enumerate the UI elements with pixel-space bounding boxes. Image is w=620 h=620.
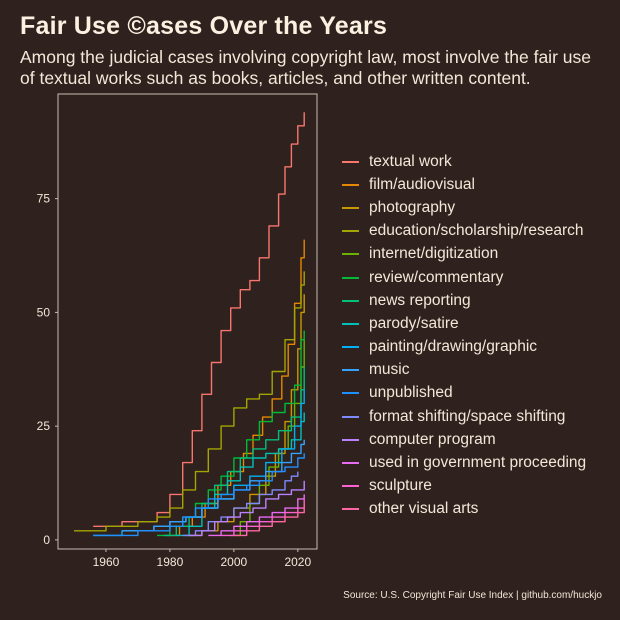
legend-key-swatch (342, 160, 359, 163)
series-lines (74, 112, 305, 537)
series-line-education-scholarship-research (74, 271, 305, 532)
legend: textual work film/audiovisual photography e… (342, 150, 586, 521)
legend-item: parody/satire (342, 312, 586, 335)
legend-item: computer program (342, 428, 586, 451)
legend-label: internet/digitization (369, 245, 499, 263)
series-line-review-commentary (157, 330, 305, 537)
legend-item: review/commentary (342, 266, 586, 289)
series-line-textual-work (93, 112, 305, 527)
legend-key-swatch (342, 206, 359, 209)
legend-label: painting/drawing/graphic (369, 338, 538, 356)
series-line-internet-digitization (230, 339, 305, 537)
series-line-other-visual-arts (233, 503, 305, 537)
legend-label: music (369, 361, 410, 379)
y-tick-label: 50 (37, 305, 51, 319)
series-line-used-in-government-proceeding (208, 494, 305, 537)
legend-key-swatch (342, 322, 359, 325)
legend-label: photography (369, 198, 456, 216)
legend-item: news reporting (342, 289, 586, 312)
legend-item: music (342, 359, 586, 382)
legend-item: format shifting/space shifting (342, 405, 586, 428)
legend-item: education/scholarship/research (342, 220, 586, 243)
legend-label: unpublished (369, 384, 453, 402)
legend-label: format shifting/space shifting (369, 407, 566, 425)
y-tick-label: 75 (37, 192, 51, 206)
series-line-unpublished (93, 453, 305, 537)
series-line-photography (185, 294, 305, 537)
legend-key-swatch (342, 230, 359, 233)
legend-label: education/scholarship/research (369, 222, 584, 240)
legend-item: used in government proceeding (342, 451, 586, 474)
legend-label: news reporting (369, 291, 471, 309)
y-tick-label: 25 (37, 419, 51, 433)
legend-key-swatch (342, 183, 359, 186)
x-axis: 1960 1980 2000 2020 (93, 549, 311, 569)
y-tick-label: 0 (43, 533, 50, 547)
legend-key-swatch (342, 415, 359, 418)
series-line-computer-program (189, 480, 305, 537)
legend-item: unpublished (342, 382, 586, 405)
legend-label: film/audiovisual (369, 175, 475, 193)
legend-label: review/commentary (369, 268, 504, 286)
chart-title: Fair Use ©ases Over the Years (20, 12, 388, 40)
series-line-film-audiovisual (166, 239, 305, 537)
source-caption: Source: U.S. Copyright Fair Use Index | … (343, 590, 602, 601)
legend-key-swatch (342, 485, 359, 488)
legend-item: painting/drawing/graphic (342, 336, 586, 359)
legend-item: other visual arts (342, 498, 586, 521)
legend-item: sculpture (342, 475, 586, 498)
legend-item: textual work (342, 150, 586, 173)
legend-key-swatch (342, 438, 359, 441)
legend-label: other visual arts (369, 500, 479, 518)
legend-key-swatch (342, 253, 359, 256)
y-axis: 0 25 50 75 (37, 192, 58, 547)
legend-key-swatch (342, 508, 359, 511)
legend-label: used in government proceeding (369, 454, 587, 472)
legend-label: computer program (369, 430, 496, 448)
legend-key-swatch (342, 369, 359, 372)
legend-key-swatch (342, 346, 359, 349)
series-line-format-shifting-space-shifting (182, 471, 299, 537)
legend-key-swatch (342, 462, 359, 465)
x-tick-label: 1980 (157, 555, 184, 569)
legend-label: textual work (369, 152, 452, 170)
legend-item: photography (342, 196, 586, 219)
chart-subtitle: Among the judicial cases involving copyr… (20, 47, 591, 88)
plot-panel-border (57, 93, 318, 550)
x-tick-label: 2020 (284, 555, 311, 569)
legend-item: internet/digitization (342, 243, 586, 266)
legend-key-swatch (342, 276, 359, 279)
legend-label: sculpture (369, 477, 432, 495)
legend-label: parody/satire (369, 314, 459, 332)
legend-item: film/audiovisual (342, 173, 586, 196)
legend-key-swatch (342, 392, 359, 395)
x-tick-label: 1960 (93, 555, 120, 569)
x-tick-label: 2000 (221, 555, 248, 569)
legend-key-swatch (342, 299, 359, 302)
